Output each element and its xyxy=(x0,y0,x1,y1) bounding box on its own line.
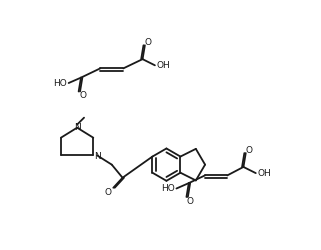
Text: N: N xyxy=(74,123,81,132)
Text: N: N xyxy=(94,151,101,160)
Text: O: O xyxy=(79,91,86,100)
Text: O: O xyxy=(245,145,252,154)
Text: HO: HO xyxy=(53,78,67,88)
Text: OH: OH xyxy=(257,168,271,177)
Text: O: O xyxy=(104,187,111,196)
Text: O: O xyxy=(187,196,194,205)
Text: OH: OH xyxy=(156,61,170,70)
Text: HO: HO xyxy=(161,184,175,192)
Text: O: O xyxy=(144,38,152,47)
